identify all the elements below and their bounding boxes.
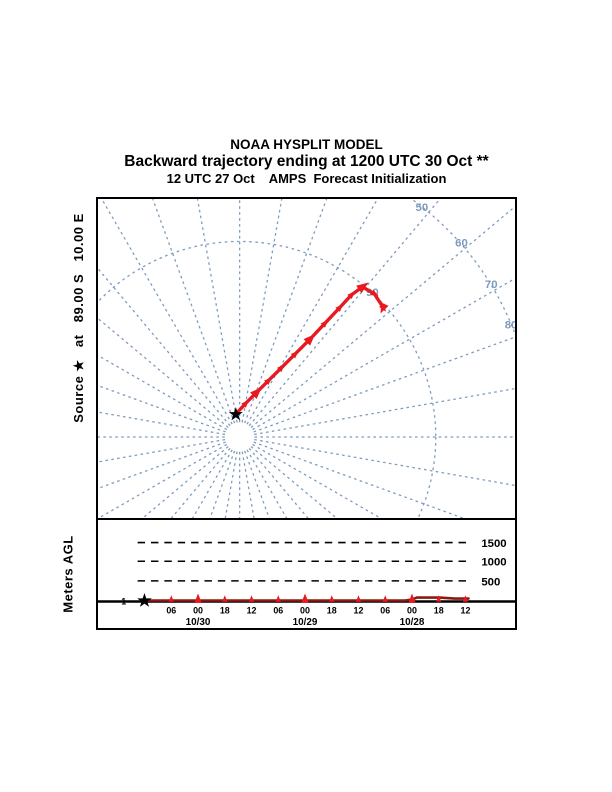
meridian-line <box>244 450 270 518</box>
trajectory-marker <box>264 377 272 385</box>
profile-star-icon: ★ <box>137 591 153 610</box>
trajectory-marker <box>250 387 262 399</box>
meridian-line <box>254 387 515 436</box>
lon-label-80: 80 <box>505 319 515 331</box>
title-block: NOAA HYSPLIT MODEL Backward trajectory e… <box>96 137 517 187</box>
meridian-line <box>246 449 288 518</box>
height-marker <box>436 595 442 602</box>
trajectory-marker <box>370 289 379 297</box>
altitude-label-500: 500 <box>481 576 500 588</box>
meridian-line <box>98 267 231 427</box>
height-marker <box>329 595 335 602</box>
trajectory-map: 5060708090★ <box>98 199 515 518</box>
hour-label: 06 <box>273 605 283 615</box>
meridian-line <box>98 384 226 433</box>
trajectory-marker <box>290 350 299 359</box>
height-marker <box>408 593 416 603</box>
latitude-circle <box>98 240 437 518</box>
height-profile-chart: 1500 1000 500 1 06 00 18 12 06 00 18 12 06 00 18 12 10/3… <box>98 538 515 628</box>
meridian-line <box>224 451 238 518</box>
start-height-label: 1 <box>121 596 126 606</box>
latitude-circle <box>410 199 515 336</box>
height-marker <box>382 595 388 602</box>
meridian-line <box>241 451 255 518</box>
lon-label-70: 70 <box>485 279 498 291</box>
map-source-axis-label: Source ★ at 89.00 S 10.00 E <box>71 213 86 423</box>
lon-label-50: 50 <box>416 202 429 214</box>
meridian-line <box>98 354 228 431</box>
meridian-line <box>253 336 515 433</box>
meridian-line <box>192 449 233 518</box>
hour-label: 00 <box>193 605 203 615</box>
meridian-line <box>252 277 515 431</box>
source-star-icon: ★ <box>229 407 244 424</box>
height-profile-panel: 1500 1000 500 1 06 00 18 12 06 00 18 12 06 00 18 12 10/3… <box>96 520 517 630</box>
hour-label: 00 <box>300 605 310 615</box>
trajectory-marker <box>335 304 344 312</box>
hour-label: 18 <box>220 605 230 615</box>
height-marker <box>194 593 202 603</box>
trajectory-marker <box>347 291 355 300</box>
trajectory-map-panel: 5060708090★ <box>96 197 517 520</box>
meridian-line <box>250 446 338 518</box>
meridian-line <box>98 411 226 436</box>
hour-label: 18 <box>327 605 337 615</box>
meridian-line <box>250 205 515 428</box>
hour-label: 06 <box>166 605 176 615</box>
altitude-label-1500: 1500 <box>481 538 506 550</box>
height-marker <box>462 595 469 602</box>
meridian-line <box>253 441 465 518</box>
trajectory-end-marker <box>380 302 389 314</box>
hour-label: 00 <box>407 605 417 615</box>
model-title: NOAA HYSPLIT MODEL <box>230 137 383 152</box>
trajectory-title: Backward trajectory ending at 1200 UTC 3… <box>124 152 489 170</box>
hour-label: 12 <box>461 605 471 615</box>
hour-label: 12 <box>247 605 257 615</box>
trajectory-marker <box>320 319 329 328</box>
meridian-line <box>254 438 515 487</box>
meridian-line <box>244 199 328 424</box>
height-marker <box>301 593 309 603</box>
hour-label: 06 <box>380 605 390 615</box>
height-marker <box>355 595 362 602</box>
trajectory-marker <box>303 334 316 346</box>
meridian-line <box>98 438 226 463</box>
hour-label: 12 <box>354 605 364 615</box>
height-marker <box>248 595 255 602</box>
init-subtitle: 12 UTC 27 Oct AMPS Forecast Initializati… <box>166 171 447 187</box>
lon-label-60: 60 <box>455 237 468 249</box>
meridian-line <box>248 447 309 518</box>
meridian-line <box>98 441 226 490</box>
meridian-line <box>248 199 441 427</box>
height-profile-line <box>143 596 470 602</box>
date-label: 10/28 <box>400 617 425 628</box>
trajectory-marker <box>356 282 369 294</box>
altitude-label-1000: 1000 <box>481 557 506 569</box>
height-marker <box>222 595 228 602</box>
trajectory-marker <box>241 399 249 408</box>
height-marker <box>275 595 281 602</box>
date-label: 10/29 <box>293 617 318 628</box>
hour-label: 18 <box>434 605 444 615</box>
height-marker <box>168 595 174 602</box>
date-label: 10/30 <box>186 617 211 628</box>
meridian-line <box>209 450 236 518</box>
trajectory-marker <box>276 364 285 373</box>
meters-agl-axis-label: Meters AGL <box>60 535 76 613</box>
